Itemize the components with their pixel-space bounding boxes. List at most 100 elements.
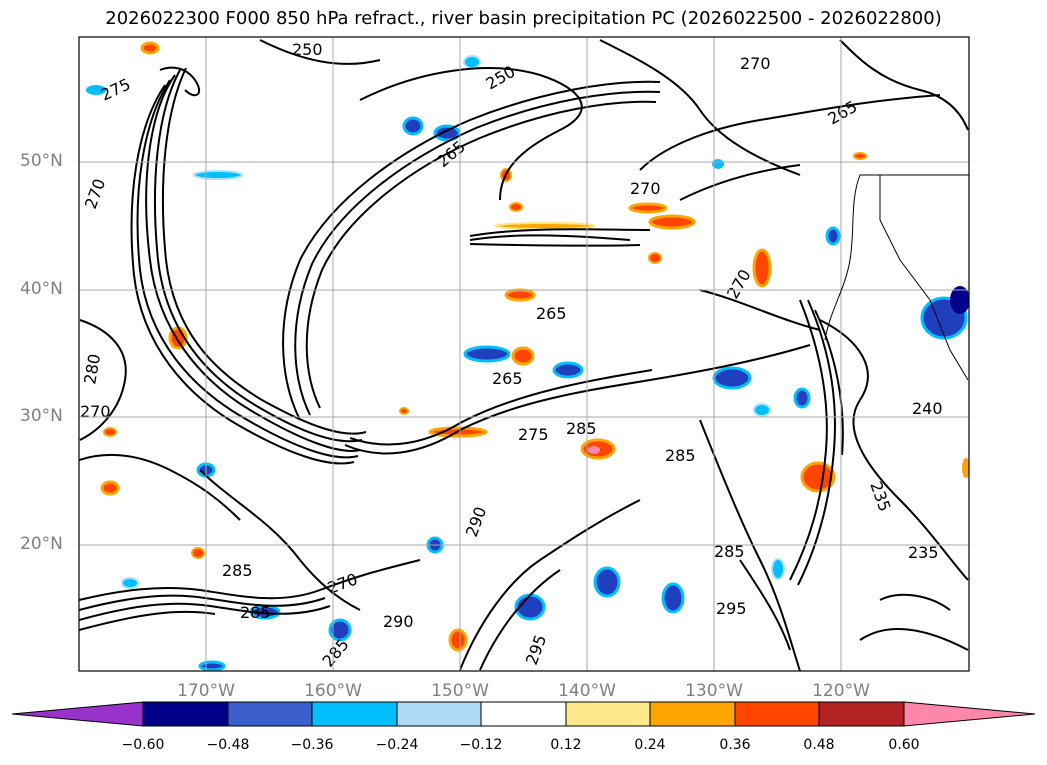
lat-label-40n: 40°N <box>20 279 63 299</box>
colorbar-tick-label: 0.24 <box>634 737 666 753</box>
shade-patch <box>950 286 969 314</box>
lon-label-160w: 160°W <box>304 681 362 701</box>
shade-patch <box>86 85 106 95</box>
colorbar-cell <box>311 701 398 727</box>
contour-line <box>161 67 367 435</box>
contour-line <box>359 67 583 201</box>
contour-line <box>259 39 381 65</box>
shade-patch <box>509 202 523 212</box>
contour-line <box>459 499 641 671</box>
refractivity-contours <box>79 39 969 671</box>
contour-line <box>159 66 201 97</box>
precipitation-shading <box>86 41 969 671</box>
contour-label: 250 <box>292 40 323 59</box>
shade-patch <box>103 427 117 437</box>
coastline <box>824 174 969 381</box>
graticule <box>79 37 969 671</box>
contour-label: 285 <box>665 446 696 465</box>
contour-label: 275 <box>518 425 549 444</box>
contour-line <box>79 594 326 611</box>
colorbar-cell <box>818 701 905 727</box>
shade-patch <box>628 202 668 214</box>
colorbar-cell <box>11 701 144 727</box>
contour-line <box>859 628 969 651</box>
colorbar-cell <box>480 701 567 727</box>
lat-label-20n: 20°N <box>20 534 63 554</box>
contour-label: 285 <box>222 561 253 580</box>
contour-line <box>699 419 801 671</box>
colorbar-cell <box>396 701 482 727</box>
shade-patch <box>552 361 584 379</box>
colorbar-tick-label: −0.36 <box>290 737 334 753</box>
contour-label: 290 <box>383 612 414 631</box>
contour-line <box>469 228 651 237</box>
contour-line <box>814 309 844 456</box>
shade-patch <box>463 55 481 69</box>
shade-patch <box>593 566 621 598</box>
contour-line <box>839 39 969 131</box>
shade-patch <box>191 547 205 559</box>
contour-line <box>199 469 361 611</box>
contour-line <box>699 289 821 331</box>
colorbar-tick-label: −0.60 <box>121 737 165 753</box>
colorbar-tick-label: −0.24 <box>375 737 419 753</box>
colorbar-cell <box>142 701 229 727</box>
contour-label: 285 <box>240 603 271 622</box>
coastline-line <box>824 174 969 341</box>
colorbar-cell <box>227 701 313 727</box>
colorbar-tick-label: 0.36 <box>719 737 751 753</box>
colorbar-cell <box>649 701 736 727</box>
colorbar <box>11 701 1036 727</box>
contour-line <box>469 234 631 241</box>
contour-line <box>130 84 355 465</box>
shade-patch <box>661 582 685 614</box>
contour-label: 285 <box>566 419 597 438</box>
contour-line <box>469 243 641 247</box>
contour-line <box>344 344 811 455</box>
shade-patch <box>494 222 596 230</box>
contour-label: 270 <box>740 54 771 73</box>
shade-patch <box>648 252 662 264</box>
shade-patch <box>712 366 752 390</box>
lat-label-30n: 30°N <box>20 406 63 426</box>
contour-line <box>479 569 561 671</box>
lon-label-140w: 140°W <box>558 681 616 701</box>
lon-label-120w: 120°W <box>812 681 870 701</box>
contour-label: 285 <box>714 542 745 561</box>
shade-patch <box>853 152 867 160</box>
coastline-line <box>879 175 969 381</box>
shade-patch <box>140 41 160 55</box>
shade-patch <box>328 618 352 642</box>
shade-patch <box>771 558 785 580</box>
contour-line <box>153 69 363 443</box>
contour-line <box>679 164 801 201</box>
colorbar-tick-label: 0.12 <box>550 737 582 753</box>
contour-label: 270 <box>630 179 661 198</box>
colorbar-tick-label: 0.48 <box>803 737 835 753</box>
contour-line <box>349 369 653 446</box>
shade-patch <box>433 124 461 142</box>
colorbar-cell <box>903 701 1036 727</box>
contour-label: 295 <box>716 599 747 618</box>
shade-patch <box>100 480 120 496</box>
lon-label-130w: 130°W <box>685 681 743 701</box>
map-frame <box>78 36 970 672</box>
contour-line <box>599 39 801 176</box>
colorbar-tick-label: −0.12 <box>459 737 503 753</box>
contour-label: 265 <box>536 304 567 323</box>
shade-patch <box>648 214 696 230</box>
contour-line <box>819 319 969 581</box>
contour-line <box>639 94 941 171</box>
contour-line <box>879 593 951 611</box>
shade-patch <box>825 226 841 246</box>
lon-label-150w: 150°W <box>431 681 489 701</box>
contour-label: 265 <box>492 369 523 388</box>
contour-line <box>79 319 127 441</box>
contour-label: 235 <box>908 543 939 562</box>
shade-patch <box>504 288 536 302</box>
shade-patch <box>198 660 226 671</box>
shade-patch <box>121 577 139 589</box>
contour-line <box>136 79 359 459</box>
shade-patch <box>793 387 811 409</box>
